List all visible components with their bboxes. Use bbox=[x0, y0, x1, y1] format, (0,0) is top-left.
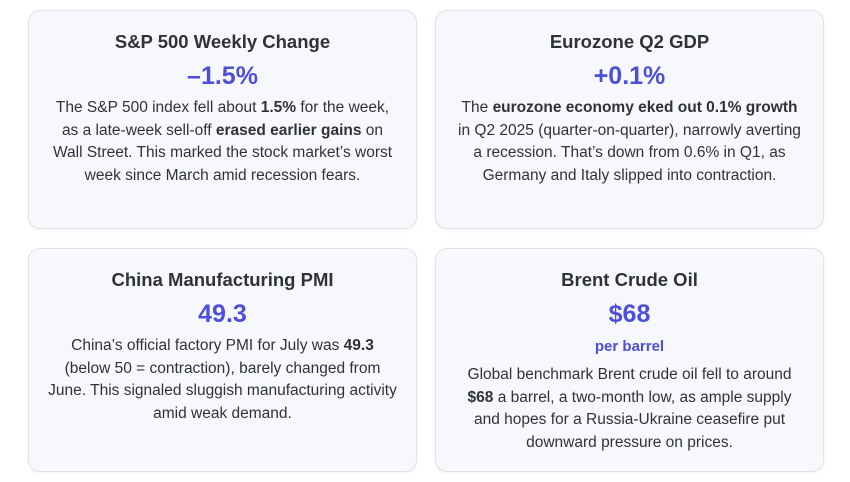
desc-text: in Q2 2025 (quarter-on-quarter), narrowl… bbox=[458, 121, 801, 184]
desc-highlight: eurozone economy eked out 0.1% growth bbox=[492, 99, 798, 116]
card-china-manufacturing-pmi: China Manufacturing PMI 49.3 China’s off… bbox=[28, 248, 417, 472]
card-title: Eurozone Q2 GDP bbox=[549, 31, 710, 52]
desc-highlight: erased earlier gains bbox=[215, 121, 362, 139]
card-description: The S&P 500 index fell about 1.5% for th… bbox=[47, 97, 398, 187]
card-title: China Manufacturing PMI bbox=[111, 269, 334, 290]
desc-text: Global benchmark Brent crude oil fell to… bbox=[467, 366, 792, 383]
desc-text: a barrel, a two-month low, as ample supp… bbox=[473, 388, 792, 451]
card-description: The eurozone economy eked out 0.1% growt… bbox=[454, 97, 805, 187]
card-title: Brent Crude Oil bbox=[561, 269, 698, 290]
card-sp500-weekly-change: S&P 500 Weekly Change –1.5% The S&P 500 … bbox=[28, 10, 417, 229]
desc-highlight: 1.5% bbox=[260, 99, 297, 116]
desc-highlight: $68 bbox=[467, 388, 494, 406]
desc-text: on Wall Street. This marked the stock ma… bbox=[52, 121, 393, 184]
desc-text: The bbox=[461, 99, 493, 116]
metric-value: 49.3 bbox=[198, 300, 247, 328]
metric-unit: per barrel bbox=[594, 338, 665, 355]
metric-value: $68 bbox=[608, 300, 651, 328]
desc-highlight: 49.3 bbox=[343, 337, 374, 354]
desc-text: (below 50 = contraction), barely changed… bbox=[48, 359, 397, 422]
card-description: China’s official factory PMI for July wa… bbox=[47, 335, 398, 425]
desc-text: for the week, as a late-week sell-off bbox=[61, 99, 390, 139]
card-eurozone-q2-gdp: Eurozone Q2 GDP +0.1% The eurozone econo… bbox=[435, 10, 824, 229]
card-title: S&P 500 Weekly Change bbox=[114, 31, 331, 52]
metric-value: +0.1% bbox=[593, 62, 666, 90]
desc-text: China’s official factory PMI for July wa… bbox=[71, 337, 344, 354]
card-brent-crude-oil: Brent Crude Oil $68 per barrel Global be… bbox=[435, 248, 824, 472]
card-description: Global benchmark Brent crude oil fell to… bbox=[454, 364, 805, 454]
metric-value: –1.5% bbox=[187, 62, 258, 90]
desc-text: The S&P 500 index fell about bbox=[55, 99, 261, 116]
